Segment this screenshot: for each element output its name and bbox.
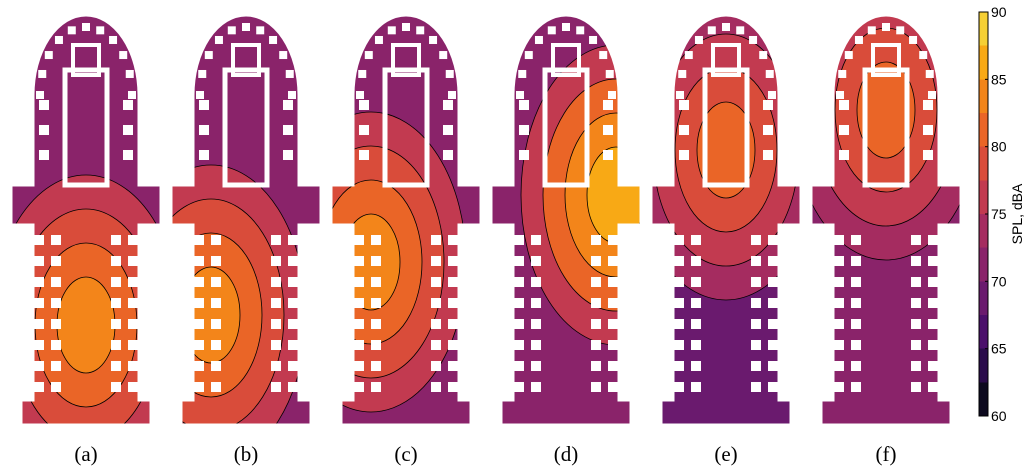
colorbar-tick-label: 60: [991, 408, 1007, 424]
panel-label-b: (b): [234, 442, 259, 466]
heatmap-field: [651, 15, 801, 425]
contour-region: [856, 61, 916, 159]
contour-region: [56, 276, 116, 374]
heatmap-field: [11, 15, 161, 425]
floorplan-panel: [809, 13, 963, 427]
colorbar-label: SPL, dBA: [1009, 183, 1025, 244]
floorplan-walls: [9, 13, 163, 427]
colorbar-tick-label: 75: [991, 206, 1007, 222]
panel-label-e: (e): [714, 442, 737, 466]
floorplan-walls: [489, 13, 643, 427]
panel-label-d: (d): [554, 442, 579, 466]
colorbar-tick-label: 70: [991, 273, 1007, 289]
floorplan-walls: [169, 13, 323, 427]
panels: [9, 13, 963, 427]
heatmap-field: [811, 15, 961, 425]
floorplan-panel: [649, 13, 803, 427]
floorplan-walls: [649, 13, 803, 427]
panel-label-c: (c): [394, 442, 417, 466]
colorbar-tick-label: 90: [991, 4, 1007, 20]
contour-region: [696, 101, 756, 199]
floorplan-panel: [169, 13, 323, 427]
heatmap-field: [171, 15, 321, 425]
floorplan-panel: [489, 13, 643, 427]
panel-labels: (a) (b) (c) (d) (e) (f): [74, 442, 896, 466]
colorbar-tick-label: 85: [991, 71, 1007, 87]
floorplan-walls: [809, 13, 963, 427]
colorbar: 60 65 70 75 80 85 90 SPL, dBA: [978, 4, 1025, 424]
colorbar-ticks: 60 65 70 75 80 85 90: [985, 4, 1007, 424]
floorplan-walls: [329, 13, 483, 427]
panel-label-f: (f): [876, 442, 897, 466]
colorbar-tick-label: 65: [991, 341, 1007, 357]
floorplan-panel: [329, 13, 483, 427]
heatmap-field: [491, 15, 641, 425]
floorplan-panel: [9, 13, 163, 427]
panel-label-a: (a): [74, 442, 97, 466]
colorbar-tick-label: 80: [991, 139, 1007, 155]
